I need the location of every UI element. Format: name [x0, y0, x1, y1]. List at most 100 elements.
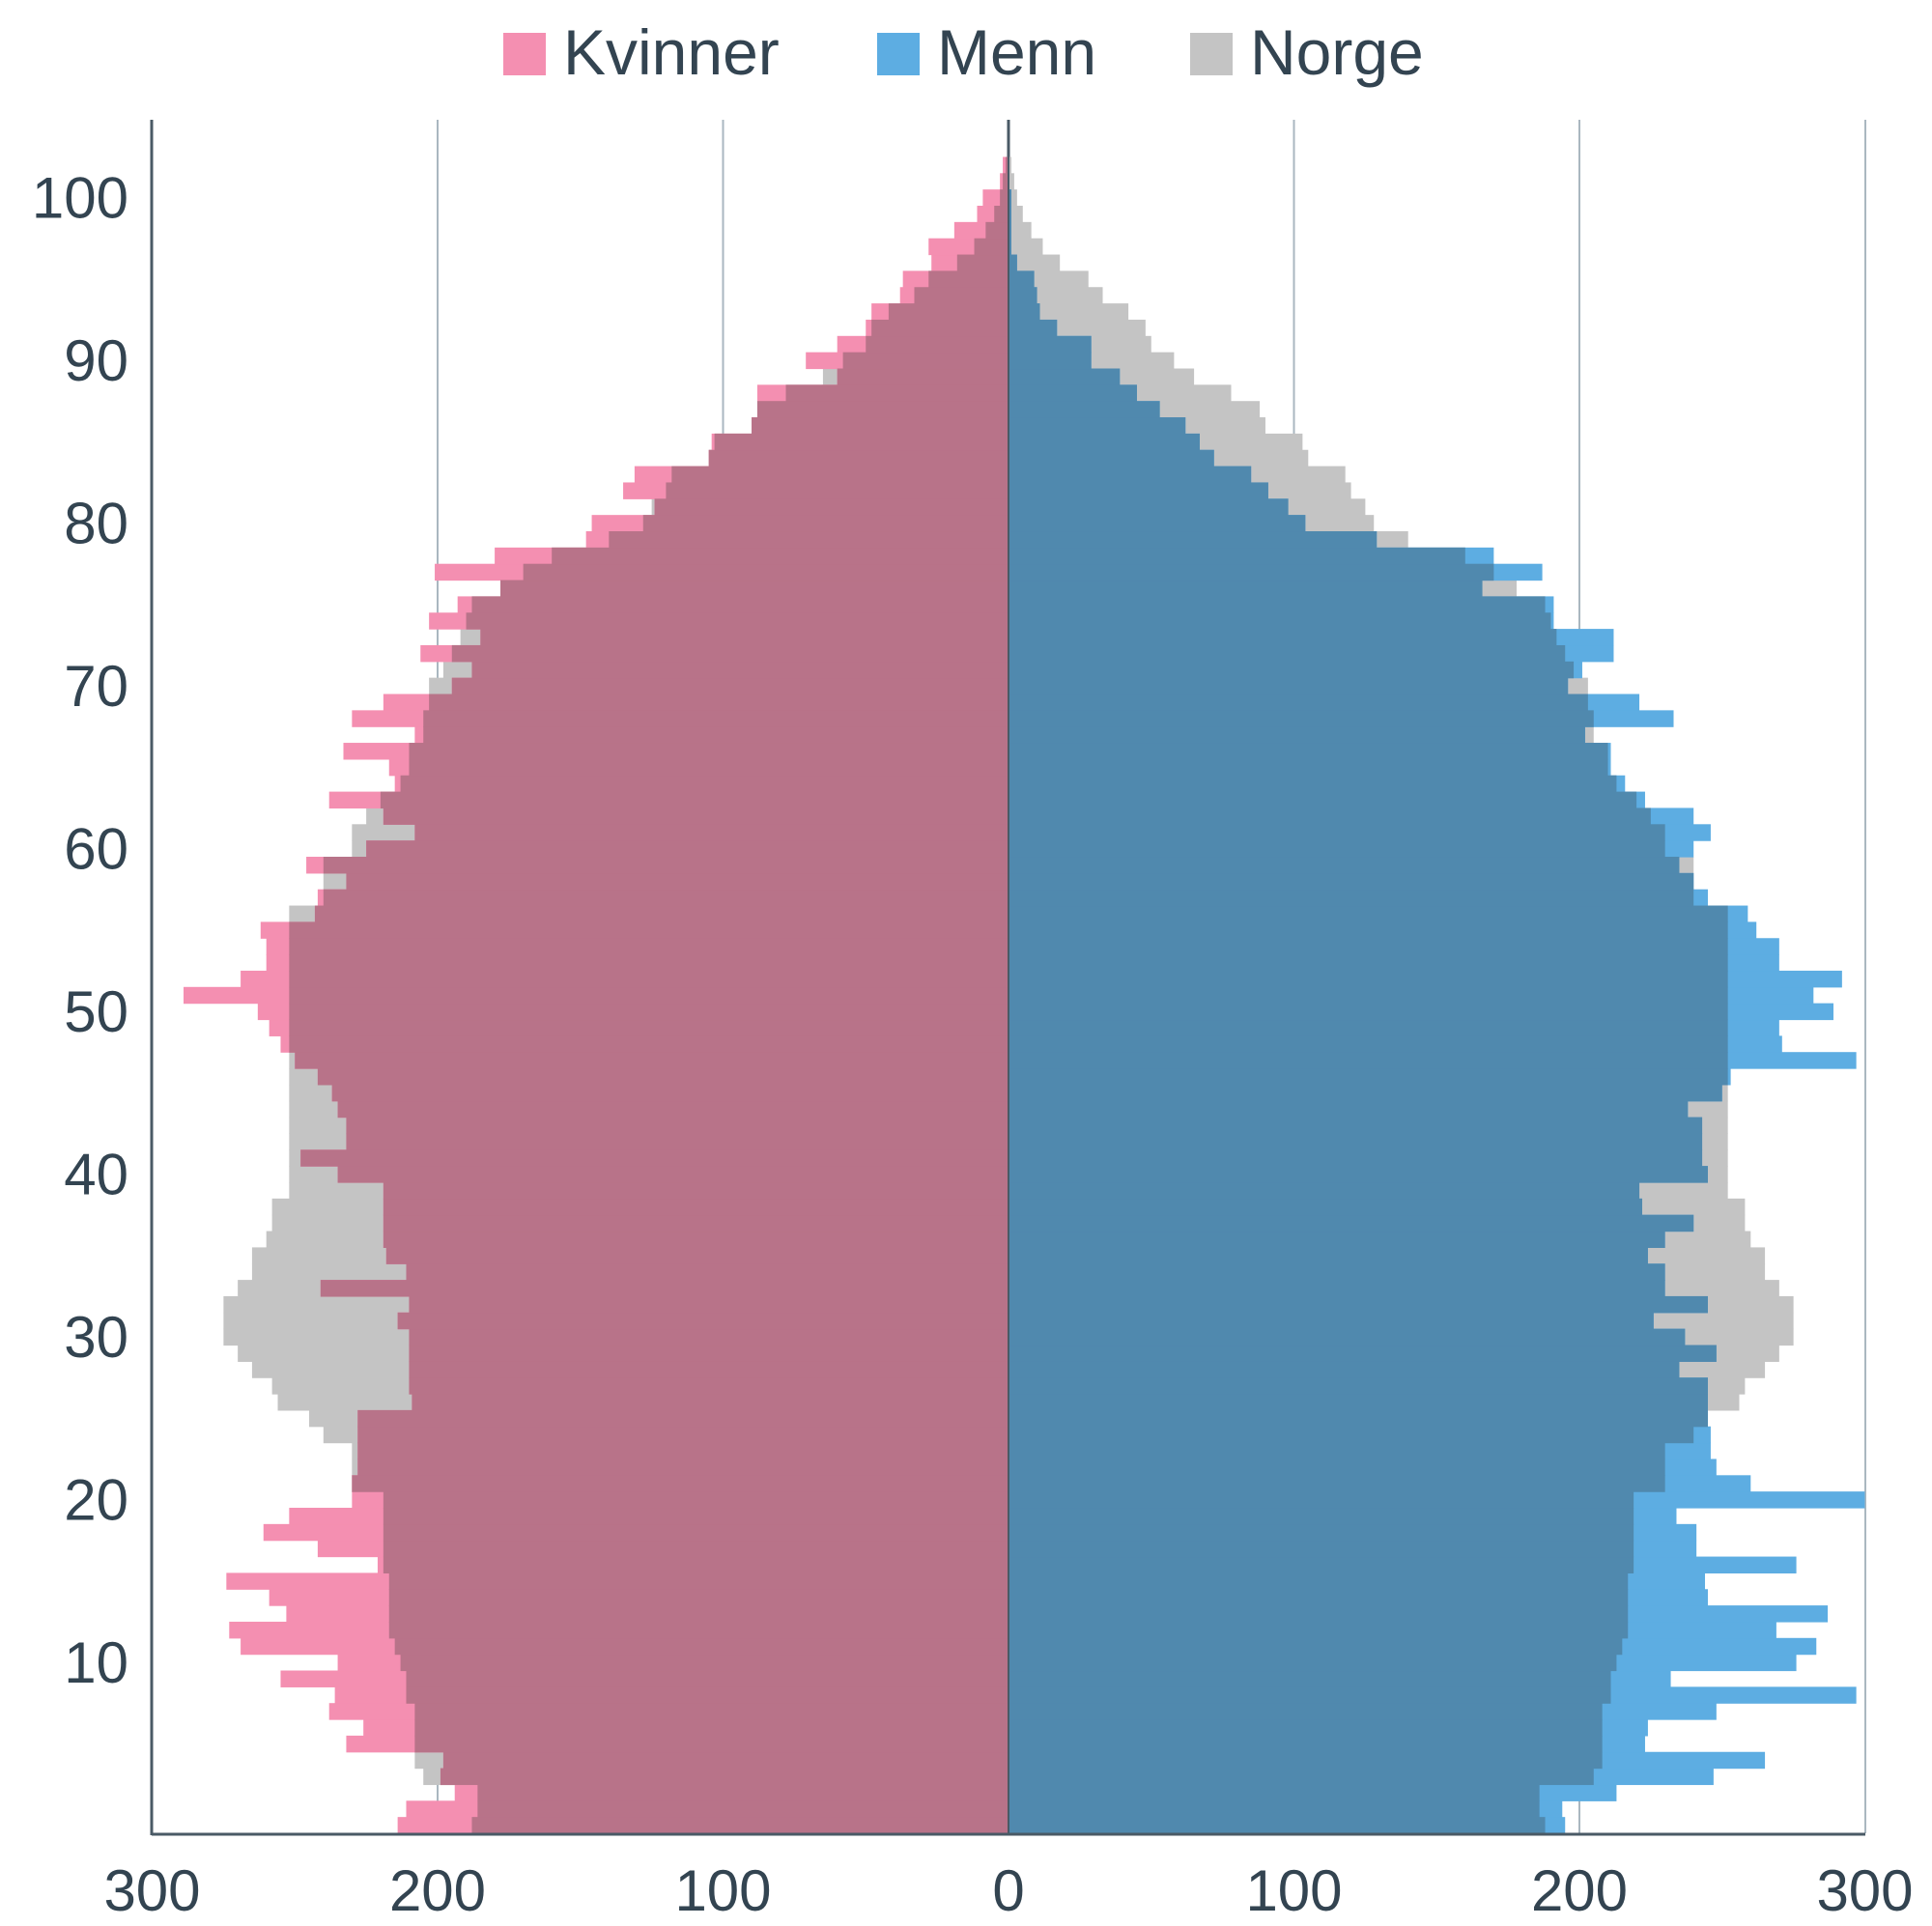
bar-menn-overlap [1009, 1149, 1703, 1167]
bar-menn-overlap [1009, 531, 1378, 549]
bar-norge-right [1009, 254, 1061, 271]
bar-menn-overlap [1009, 1491, 1634, 1509]
bar-menn-overlap [1009, 1735, 1603, 1753]
bar-kvinner-overlap [414, 1735, 1009, 1753]
bar-norge-right [1009, 238, 1043, 256]
bar-menn-overlap [1009, 1409, 1708, 1428]
bar-menn-overlap [1009, 563, 1494, 581]
bar-menn-overlap [1009, 1540, 1634, 1558]
bar-kvinner-overlap [323, 889, 1009, 907]
legend-swatch-norge [1190, 33, 1233, 75]
bar-menn-overlap [1009, 1182, 1640, 1200]
bar-kvinner-overlap [471, 661, 1009, 679]
bar-menn-overlap [1009, 270, 1035, 288]
x-tick-label: 100 [674, 1858, 771, 1923]
bar-kvinner-overlap [388, 1621, 1009, 1639]
bar-menn-overlap [1009, 1263, 1665, 1281]
bar-menn-overlap [1009, 661, 1575, 679]
bar-menn-overlap [1009, 612, 1551, 630]
bar-kvinner-overlap [888, 303, 1009, 321]
bar-menn-overlap [1009, 1523, 1634, 1542]
bar-kvinner-overlap [1000, 189, 1009, 207]
bar-kvinner-overlap [414, 1703, 1009, 1720]
bar-kvinner-overlap [300, 1149, 1009, 1167]
y-tick-label: 30 [64, 1305, 128, 1370]
bar-kvinner-overlap [394, 1637, 1009, 1656]
bar-menn-overlap [1009, 368, 1121, 385]
bar-kvinner-overlap [383, 1214, 1009, 1232]
bar-menn-overlap [1009, 1247, 1648, 1264]
bar-kvinner-overlap [383, 807, 1009, 825]
bar-menn-overlap [1009, 840, 1665, 858]
bar-kvinner-overlap [1006, 156, 1009, 174]
bar-kvinner-overlap [523, 563, 1009, 581]
bar-menn-overlap [1009, 1556, 1634, 1573]
bar-menn-overlap [1009, 970, 1728, 988]
bar-kvinner-overlap [985, 221, 1009, 240]
bar-menn-overlap [1009, 1312, 1654, 1330]
bar-menn-overlap [1009, 1637, 1623, 1656]
bar-menn-overlap [1009, 710, 1594, 727]
bar-menn-overlap [1009, 221, 1011, 240]
bar-kvinner-overlap [314, 905, 1009, 922]
bar-kvinner-overlap [451, 677, 1009, 695]
bar-menn-overlap [1009, 466, 1252, 484]
bar-kvinner-overlap [654, 498, 1009, 516]
bar-kvinner-overlap [406, 1686, 1009, 1704]
bar-kvinner-overlap [1003, 173, 1009, 190]
bar-kvinner-overlap [451, 644, 1009, 663]
bar-kvinner-overlap [994, 206, 1009, 223]
bar-kvinner-overlap [409, 743, 1009, 760]
bar-menn-overlap [1009, 1214, 1694, 1232]
bar-kvinner-overlap [289, 986, 1009, 1005]
bar-kvinner-overlap [383, 1556, 1009, 1573]
bar-menn-overlap [1009, 433, 1200, 451]
chart-legend: Kvinner Menn Norge [503, 16, 1424, 88]
bar-kvinner-overlap [352, 1475, 1009, 1492]
bar-kvinner-overlap [385, 1247, 1009, 1264]
bar-kvinner-overlap [714, 433, 1009, 451]
bar-menn-overlap [1009, 1426, 1694, 1444]
bar-menn-overlap [1009, 1019, 1728, 1036]
y-tick-label: 50 [64, 979, 128, 1044]
bar-kvinner-overlap [500, 580, 1009, 597]
legend-item-menn: Menn [877, 16, 1096, 88]
x-tick-label: 200 [389, 1858, 486, 1923]
bar-kvinner-overlap [383, 1523, 1009, 1542]
bar-kvinner-overlap [346, 1117, 1009, 1135]
y-tick-label: 100 [32, 166, 128, 231]
bar-menn-overlap [1009, 1166, 1708, 1183]
y-tick-label: 20 [64, 1468, 128, 1533]
bar-menn-overlap [1009, 1768, 1594, 1786]
bar-menn-overlap [1009, 401, 1160, 418]
bar-menn-overlap [1009, 1475, 1665, 1492]
legend-label-menn: Menn [937, 16, 1096, 88]
axes [150, 120, 1865, 1836]
bar-kvinner-overlap [295, 1052, 1009, 1069]
bar-kvinner-overlap [357, 1409, 1009, 1428]
bar-kvinner-overlap [289, 1019, 1009, 1036]
x-tick-label: 100 [1245, 1858, 1342, 1923]
bar-menn-overlap [1009, 1817, 1546, 1834]
bar-menn-overlap [1009, 1003, 1728, 1021]
bar-menn-overlap [1009, 1621, 1629, 1639]
bar-menn-overlap [1009, 254, 1017, 271]
bar-kvinner-overlap [357, 1426, 1009, 1444]
y-tick-label: 40 [64, 1143, 128, 1207]
legend-swatch-menn [877, 33, 920, 75]
x-axis-ticks: 300 200 100 0 100 200 300 [103, 1858, 1913, 1923]
y-tick-label: 80 [64, 492, 128, 556]
bar-menn-overlap [1009, 1035, 1728, 1053]
x-tick-label: 200 [1531, 1858, 1628, 1923]
bar-norge-right [1009, 173, 1014, 190]
bar-kvinner-overlap [383, 1508, 1009, 1525]
bar-menn-overlap [1009, 872, 1694, 891]
bar-kvinner-overlap [671, 466, 1009, 484]
bar-menn-overlap [1009, 547, 1465, 565]
bar-menn-overlap [1009, 791, 1637, 809]
bar-menn-overlap [1009, 319, 1058, 337]
bar-menn-overlap [1009, 1394, 1708, 1411]
bar-kvinner-overlap [871, 319, 1009, 337]
bar-norge-right [1009, 156, 1011, 174]
bar-menn-overlap [1009, 1654, 1617, 1672]
